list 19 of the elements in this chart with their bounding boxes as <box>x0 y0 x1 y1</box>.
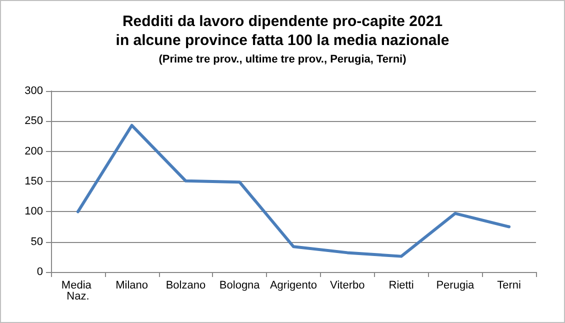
line-series <box>76 124 511 258</box>
x-tick-label: Bologna <box>219 280 261 292</box>
x-tick-label: Perugia <box>436 280 476 292</box>
x-tick-label: Viterbo <box>330 280 365 292</box>
y-tick-label: 200 <box>24 145 43 158</box>
y-tick-label: 250 <box>24 115 43 128</box>
y-tick-label: 150 <box>24 176 43 188</box>
x-tick-label: Agrigento <box>270 280 318 292</box>
y-tick-label: 0 <box>36 266 43 278</box>
x-tick-label: Rietti <box>388 280 414 292</box>
y-tick-label: 100 <box>24 206 43 218</box>
chart-title: Redditi da lavoro dipendente pro-capite 2021 in alcune province fatta 100 la media nazionale <box>116 13 450 49</box>
x-tick-label: Bolzano <box>166 280 206 292</box>
chart-subtitle: (Prime tre prov., ultime tre prov., Perugia, Terni) <box>158 54 407 66</box>
y-tick-label: 50 <box>30 236 43 248</box>
y-tick-label: 300 <box>24 85 43 97</box>
x-tick-label: Milano <box>116 280 148 292</box>
x-tick-label: Media Naz. <box>61 280 94 302</box>
x-tick-label: Terni <box>497 280 521 292</box>
